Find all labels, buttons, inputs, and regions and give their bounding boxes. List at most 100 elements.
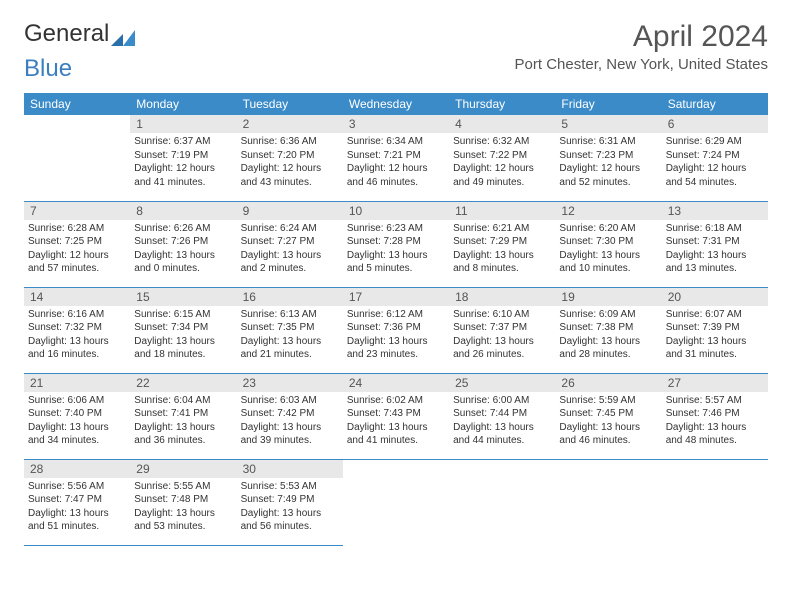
calendar-cell: 4Sunrise: 6:32 AMSunset: 7:22 PMDaylight… xyxy=(449,115,555,201)
sunset-text: Sunset: 7:39 PM xyxy=(666,321,764,335)
day-header: Saturday xyxy=(662,93,768,115)
day-number: 8 xyxy=(130,202,236,220)
calendar-cell xyxy=(343,459,449,545)
daylight-text-2: and 57 minutes. xyxy=(28,262,126,276)
sunset-text: Sunset: 7:30 PM xyxy=(559,235,657,249)
day-header-row: Sunday Monday Tuesday Wednesday Thursday… xyxy=(24,93,768,115)
calendar-cell: 18Sunrise: 6:10 AMSunset: 7:37 PMDayligh… xyxy=(449,287,555,373)
logo-text-1: General xyxy=(24,20,109,48)
daylight-text-2: and 51 minutes. xyxy=(28,520,126,534)
daylight-text: Daylight: 13 hours xyxy=(559,421,657,435)
day-number: 6 xyxy=(662,115,768,133)
logo: General xyxy=(24,20,137,48)
daylight-text-2: and 31 minutes. xyxy=(666,348,764,362)
sunrise-text: Sunrise: 6:07 AM xyxy=(666,308,764,322)
daylight-text: Daylight: 13 hours xyxy=(347,421,445,435)
day-number: 24 xyxy=(343,374,449,392)
day-details: Sunrise: 6:06 AMSunset: 7:40 PMDaylight:… xyxy=(24,392,130,452)
sunrise-text: Sunrise: 6:34 AM xyxy=(347,135,445,149)
sunrise-text: Sunrise: 6:21 AM xyxy=(453,222,551,236)
sunrise-text: Sunrise: 6:29 AM xyxy=(666,135,764,149)
day-number: 23 xyxy=(237,374,343,392)
daylight-text: Daylight: 12 hours xyxy=(666,162,764,176)
daylight-text: Daylight: 13 hours xyxy=(453,421,551,435)
day-details: Sunrise: 6:20 AMSunset: 7:30 PMDaylight:… xyxy=(555,220,661,280)
daylight-text: Daylight: 13 hours xyxy=(453,335,551,349)
day-details: Sunrise: 6:02 AMSunset: 7:43 PMDaylight:… xyxy=(343,392,449,452)
day-details: Sunrise: 6:32 AMSunset: 7:22 PMDaylight:… xyxy=(449,133,555,193)
daylight-text-2: and 23 minutes. xyxy=(347,348,445,362)
daylight-text-2: and 49 minutes. xyxy=(453,176,551,190)
daylight-text-2: and 39 minutes. xyxy=(241,434,339,448)
sunrise-text: Sunrise: 6:13 AM xyxy=(241,308,339,322)
day-number: 15 xyxy=(130,288,236,306)
daylight-text-2: and 46 minutes. xyxy=(559,434,657,448)
calendar-cell: 9Sunrise: 6:24 AMSunset: 7:27 PMDaylight… xyxy=(237,201,343,287)
sunrise-text: Sunrise: 5:53 AM xyxy=(241,480,339,494)
calendar-cell: 24Sunrise: 6:02 AMSunset: 7:43 PMDayligh… xyxy=(343,373,449,459)
sunrise-text: Sunrise: 6:36 AM xyxy=(241,135,339,149)
sunset-text: Sunset: 7:24 PM xyxy=(666,149,764,163)
calendar-cell xyxy=(662,459,768,545)
daylight-text-2: and 48 minutes. xyxy=(666,434,764,448)
calendar-week-row: 7Sunrise: 6:28 AMSunset: 7:25 PMDaylight… xyxy=(24,201,768,287)
sunset-text: Sunset: 7:49 PM xyxy=(241,493,339,507)
sunset-text: Sunset: 7:42 PM xyxy=(241,407,339,421)
day-header: Monday xyxy=(130,93,236,115)
sunset-text: Sunset: 7:37 PM xyxy=(453,321,551,335)
daylight-text: Daylight: 13 hours xyxy=(241,249,339,263)
day-number: 11 xyxy=(449,202,555,220)
sunset-text: Sunset: 7:47 PM xyxy=(28,493,126,507)
calendar-cell: 1Sunrise: 6:37 AMSunset: 7:19 PMDaylight… xyxy=(130,115,236,201)
daylight-text: Daylight: 13 hours xyxy=(134,421,232,435)
calendar-week-row: 1Sunrise: 6:37 AMSunset: 7:19 PMDaylight… xyxy=(24,115,768,201)
day-number: 7 xyxy=(24,202,130,220)
daylight-text-2: and 41 minutes. xyxy=(347,434,445,448)
daylight-text-2: and 41 minutes. xyxy=(134,176,232,190)
day-number: 21 xyxy=(24,374,130,392)
calendar-cell: 6 Sunrise: 6:29 AMSunset: 7:24 PMDaylight… xyxy=(662,115,768,201)
day-details: Sunrise: 6:10 AMSunset: 7:37 PMDaylight:… xyxy=(449,306,555,366)
calendar-cell xyxy=(555,459,661,545)
day-details: Sunrise: 6:12 AMSunset: 7:36 PMDaylight:… xyxy=(343,306,449,366)
day-details: Sunrise: 6:34 AMSunset: 7:21 PMDaylight:… xyxy=(343,133,449,193)
day-details: Sunrise: 5:53 AMSunset: 7:49 PMDaylight:… xyxy=(237,478,343,538)
day-details: Sunrise: 6:23 AMSunset: 7:28 PMDaylight:… xyxy=(343,220,449,280)
day-number: 27 xyxy=(662,374,768,392)
sunrise-text: Sunrise: 5:56 AM xyxy=(28,480,126,494)
day-header: Thursday xyxy=(449,93,555,115)
daylight-text: Daylight: 12 hours xyxy=(347,162,445,176)
sunrise-text: Sunrise: 6:18 AM xyxy=(666,222,764,236)
daylight-text: Daylight: 13 hours xyxy=(241,507,339,521)
daylight-text: Daylight: 13 hours xyxy=(28,507,126,521)
sunrise-text: Sunrise: 6:37 AM xyxy=(134,135,232,149)
location: Port Chester, New York, United States xyxy=(515,56,768,73)
day-number: 5 xyxy=(555,115,661,133)
day-number: 22 xyxy=(130,374,236,392)
daylight-text-2: and 43 minutes. xyxy=(241,176,339,190)
daylight-text: Daylight: 12 hours xyxy=(241,162,339,176)
sunset-text: Sunset: 7:46 PM xyxy=(666,407,764,421)
daylight-text: Daylight: 13 hours xyxy=(559,335,657,349)
day-header: Wednesday xyxy=(343,93,449,115)
daylight-text-2: and 36 minutes. xyxy=(134,434,232,448)
daylight-text: Daylight: 13 hours xyxy=(666,335,764,349)
day-number: 10 xyxy=(343,202,449,220)
calendar-cell: 20Sunrise: 6:07 AMSunset: 7:39 PMDayligh… xyxy=(662,287,768,373)
day-details: Sunrise: 6:24 AMSunset: 7:27 PMDaylight:… xyxy=(237,220,343,280)
daylight-text: Daylight: 13 hours xyxy=(241,335,339,349)
sunset-text: Sunset: 7:28 PM xyxy=(347,235,445,249)
daylight-text: Daylight: 13 hours xyxy=(666,249,764,263)
sunrise-text: Sunrise: 6:31 AM xyxy=(559,135,657,149)
daylight-text: Daylight: 13 hours xyxy=(241,421,339,435)
day-details: Sunrise: 6:37 AMSunset: 7:19 PMDaylight:… xyxy=(130,133,236,193)
daylight-text: Daylight: 12 hours xyxy=(134,162,232,176)
daylight-text: Daylight: 13 hours xyxy=(559,249,657,263)
sunset-text: Sunset: 7:23 PM xyxy=(559,149,657,163)
day-number: 18 xyxy=(449,288,555,306)
calendar-cell: 25Sunrise: 6:00 AMSunset: 7:44 PMDayligh… xyxy=(449,373,555,459)
daylight-text: Daylight: 13 hours xyxy=(134,249,232,263)
day-number: 1 xyxy=(130,115,236,133)
sunset-text: Sunset: 7:22 PM xyxy=(453,149,551,163)
daylight-text: Daylight: 13 hours xyxy=(666,421,764,435)
